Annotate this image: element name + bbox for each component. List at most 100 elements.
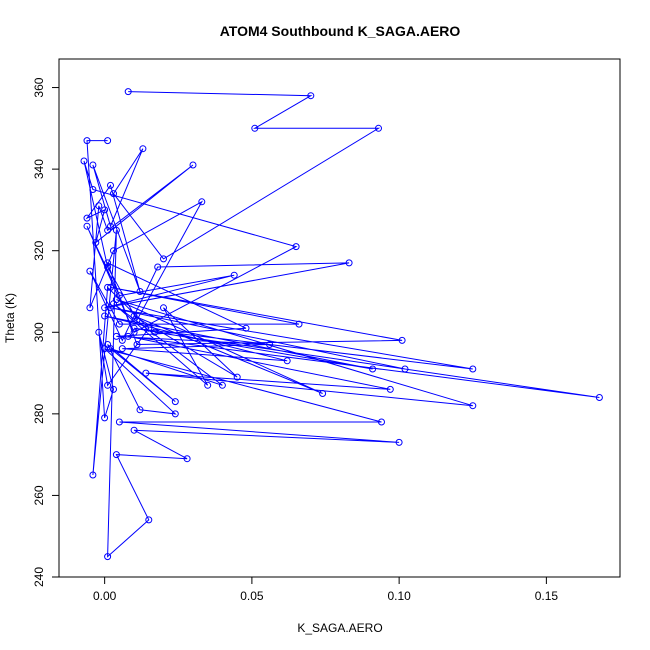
data-point [115, 418, 123, 426]
data-point [319, 390, 327, 397]
data-point [89, 471, 97, 479]
series-group [80, 88, 603, 561]
data-point [118, 336, 126, 344]
data-point [112, 451, 120, 459]
data-point [110, 190, 117, 198]
data-point [136, 406, 144, 414]
plot-frame [58, 58, 621, 578]
data-point [95, 328, 103, 336]
y-tick-label: 360 [32, 77, 46, 97]
data-point [110, 247, 117, 255]
data-point [107, 181, 114, 189]
data-point [92, 239, 100, 246]
data-point [401, 365, 409, 373]
data-point [83, 137, 91, 145]
y-axis-label: Theta (K) [3, 293, 17, 343]
data-point [145, 516, 153, 524]
data-point [307, 92, 315, 100]
data-point [292, 243, 300, 251]
data-point [115, 320, 123, 328]
data-point [130, 426, 138, 434]
data-point [101, 414, 109, 422]
data-point [198, 198, 206, 206]
data-point [183, 455, 191, 463]
data-point [160, 255, 167, 263]
x-tick-label: 0.05 [240, 589, 264, 603]
data-point [80, 157, 88, 165]
data-point [218, 381, 226, 389]
data-point [83, 214, 91, 222]
data-point [86, 304, 94, 312]
data-point [104, 381, 112, 389]
data-point [101, 312, 109, 320]
data-point [104, 283, 112, 291]
x-axis: 0.00 0.05 0.10 0.15 [93, 576, 559, 603]
data-point [145, 324, 153, 332]
x-tick-label: 0.00 [93, 589, 117, 603]
x-tick-label: 0.15 [535, 589, 559, 603]
data-point [189, 161, 197, 169]
data-point [375, 124, 382, 132]
data-point [398, 336, 406, 344]
data-point [395, 438, 403, 446]
data-point [251, 124, 259, 132]
data-point [171, 398, 179, 406]
data-point [118, 345, 126, 353]
data-point [86, 267, 94, 275]
data-point [107, 283, 114, 291]
y-tick-label: 280 [32, 404, 46, 424]
data-point [124, 332, 132, 340]
y-tick-label: 240 [32, 567, 46, 587]
y-tick-label: 340 [32, 159, 46, 179]
data-point [130, 324, 138, 332]
x-tick-label: 0.10 [387, 589, 411, 603]
data-point [386, 385, 394, 393]
data-point [104, 553, 112, 561]
data-point [142, 369, 150, 377]
data-point [124, 88, 132, 96]
data-point [83, 222, 91, 230]
data-point [136, 288, 144, 295]
data-point [595, 394, 603, 401]
data-point [283, 357, 291, 365]
data-point [151, 328, 159, 336]
x-axis-label: K_SAGA.AERO [297, 621, 382, 635]
y-tick-label: 260 [32, 485, 46, 505]
y-tick-label: 300 [32, 322, 46, 342]
data-point [233, 373, 241, 381]
data-point [104, 259, 112, 267]
data-point [171, 410, 179, 418]
data-point [469, 365, 477, 373]
data-point [378, 418, 385, 426]
data-point [369, 365, 377, 373]
data-point [101, 206, 109, 214]
data-point [154, 263, 162, 271]
data-point [104, 263, 112, 271]
data-point [89, 186, 97, 193]
y-tick-label: 320 [32, 240, 46, 260]
series-line [83, 91, 600, 558]
data-point [89, 161, 97, 169]
data-point [110, 300, 117, 308]
data-point [139, 145, 147, 153]
data-point [104, 137, 112, 145]
data-point [133, 341, 141, 348]
data-point [101, 345, 109, 353]
chart-title: ATOM4 Southbound K_SAGA.AERO [220, 23, 461, 39]
data-point [469, 402, 477, 410]
data-point [266, 341, 274, 348]
data-point [112, 226, 120, 234]
data-point [112, 332, 120, 340]
data-point [242, 324, 250, 332]
data-point [95, 202, 103, 210]
data-point [110, 385, 117, 393]
data-point [230, 271, 238, 279]
data-point [345, 259, 353, 267]
data-point [295, 320, 303, 328]
y-axis: 240 260 280 300 320 340 360 [32, 77, 60, 587]
data-point [130, 328, 138, 336]
data-point [130, 312, 138, 320]
data-point [104, 226, 112, 234]
data-point [160, 304, 167, 312]
